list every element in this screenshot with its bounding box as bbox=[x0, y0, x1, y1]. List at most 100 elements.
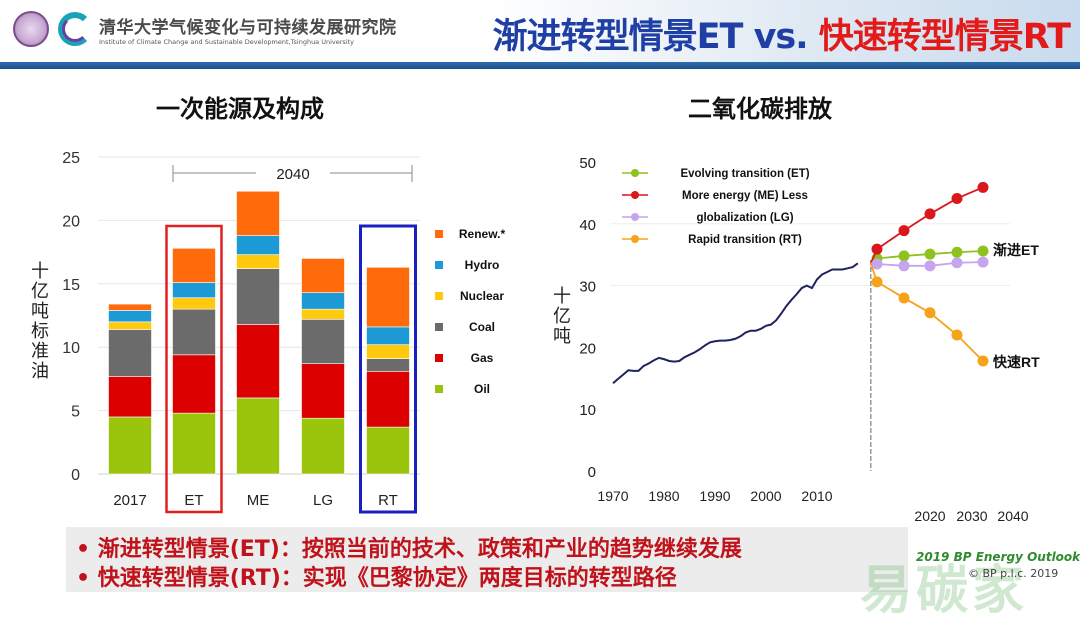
title-rt: 快速转型情景RT bbox=[818, 17, 1071, 57]
y-label-char: 标 bbox=[31, 321, 49, 341]
point-rt-2030 bbox=[924, 307, 936, 319]
bar-segment-hydro-2017 bbox=[108, 310, 152, 323]
bar-segment-oil-ET bbox=[172, 412, 216, 475]
bar-segment-nuclear-ET bbox=[172, 297, 216, 310]
point-lg-2040 bbox=[977, 256, 989, 268]
point-rt-2020 bbox=[871, 276, 883, 288]
bar-segment-nuclear-ME bbox=[236, 254, 280, 269]
point-et-2030 bbox=[924, 248, 936, 260]
legend-marker-lg bbox=[631, 213, 639, 221]
point-me-2035 bbox=[951, 192, 963, 204]
header-divider bbox=[0, 62, 1080, 69]
x-tick-label: 2020 bbox=[914, 508, 945, 524]
point-me-2025 bbox=[898, 225, 910, 237]
legend-swatch-renew bbox=[435, 230, 443, 238]
point-et-2035 bbox=[951, 246, 963, 258]
bar-segment-gas-ME bbox=[236, 324, 280, 399]
y-tick-label: 5 bbox=[71, 404, 80, 421]
legend-swatch-coal bbox=[435, 323, 443, 331]
bar-segment-nuclear-RT bbox=[366, 344, 410, 359]
legend-label-me: More energy (ME) Less bbox=[682, 190, 808, 202]
bar-segment-hydro-RT bbox=[366, 326, 410, 345]
point-lg-2020 bbox=[871, 258, 883, 270]
x-tick-label: LG bbox=[313, 492, 333, 509]
legend-label-renew: Renew.* bbox=[459, 227, 506, 241]
point-et-2025 bbox=[898, 250, 910, 262]
point-rt-2040 bbox=[977, 355, 989, 367]
bar-segment-oil-ME bbox=[236, 397, 280, 475]
bar-segment-hydro-ME bbox=[236, 235, 280, 255]
point-lg-2035 bbox=[951, 257, 963, 269]
bar-segment-gas-RT bbox=[366, 370, 410, 428]
point-me-2030 bbox=[924, 208, 936, 220]
x-tick-label: 1980 bbox=[648, 488, 679, 504]
highlight-box-ET bbox=[165, 224, 223, 514]
x-tick-label: 2000 bbox=[750, 488, 781, 504]
bar-segment-gas-LG bbox=[301, 363, 345, 419]
legend-marker-me bbox=[631, 191, 639, 199]
y-tick-label: 20 bbox=[579, 340, 596, 357]
y-tick-label: 15 bbox=[62, 277, 80, 294]
institute-name-cn: 清华大学气候变化与可持续发展研究院 bbox=[99, 18, 397, 38]
institute-logo-inner-icon bbox=[62, 16, 88, 42]
y-label-char: 吨 bbox=[31, 301, 49, 321]
x-tick-label: RT bbox=[378, 492, 398, 509]
bullet-box bbox=[66, 527, 908, 592]
legend-swatch-nuclear bbox=[435, 292, 443, 300]
legend-marker-et bbox=[631, 169, 639, 177]
bar-segment-hydro-ET bbox=[172, 282, 216, 299]
bullet-rt: • 快速转型情景(RT)：实现《巴黎协定》两度目标的转型路径 bbox=[76, 566, 677, 591]
y-tick-label: 30 bbox=[579, 279, 596, 296]
y-tick-label: 50 bbox=[579, 155, 596, 172]
y-label-char: 十 bbox=[553, 286, 571, 306]
institute-name-en: Institute of Climate Change and Sustaina… bbox=[99, 38, 355, 46]
legend-label-et: Evolving transition (ET) bbox=[680, 168, 809, 180]
legend-label-coal: Coal bbox=[469, 320, 495, 334]
bar-segment-coal-RT bbox=[366, 358, 410, 372]
y-label-char: 十 bbox=[31, 261, 49, 281]
x-tick-label: 1970 bbox=[597, 488, 628, 504]
legend-label-oil: Oil bbox=[474, 382, 490, 396]
bar-segment-coal-ME bbox=[236, 268, 280, 325]
bullet-et: • 渐进转型情景(ET)：按照当前的技术、政策和产业的趋势继续发展 bbox=[76, 537, 742, 562]
x-tick-label: 1990 bbox=[699, 488, 730, 504]
bar-segment-renew-LG bbox=[301, 258, 345, 293]
y-tick-label: 0 bbox=[588, 464, 596, 481]
slide-title: 渐进转型情景ET vs. 快速转型情景RT bbox=[493, 8, 1071, 59]
bar-segment-coal-ET bbox=[172, 308, 216, 356]
end-label-rt: 快速RT bbox=[993, 354, 1040, 370]
source-line-1: 2019 BP Energy Outlook bbox=[916, 550, 1080, 564]
point-et-2040 bbox=[977, 245, 989, 257]
bar-segment-coal-LG bbox=[301, 319, 345, 364]
group-annotation: 2040 bbox=[276, 166, 309, 183]
point-rt-2025 bbox=[898, 292, 910, 304]
y-tick-label: 10 bbox=[579, 402, 596, 419]
x-tick-label: 2040 bbox=[997, 508, 1028, 524]
point-rt-2035 bbox=[951, 329, 963, 341]
header bbox=[0, 0, 1080, 62]
point-lg-2025 bbox=[898, 260, 910, 272]
source-line-2: © BP p.l.c. 2019 bbox=[968, 567, 1059, 580]
highlight-box-RT bbox=[359, 224, 417, 514]
point-me-2040 bbox=[977, 181, 989, 193]
y-label-char: 亿 bbox=[553, 306, 571, 326]
bar-segment-oil-2017 bbox=[108, 416, 152, 475]
y-label-char: 亿 bbox=[31, 281, 49, 301]
x-tick-label: 2030 bbox=[956, 508, 987, 524]
legend-label-nuclear: Nuclear bbox=[460, 289, 504, 303]
point-lg-2030 bbox=[924, 260, 936, 272]
bar-segment-renew-ME bbox=[236, 190, 280, 236]
bar-segment-renew-RT bbox=[366, 267, 410, 328]
legend-label-gas: Gas bbox=[471, 351, 494, 365]
y-label-char: 油 bbox=[31, 361, 49, 381]
legend-label-hydro: Hydro bbox=[465, 258, 500, 272]
energy-chart-title: 一次能源及构成 bbox=[156, 95, 324, 123]
x-tick-label: ME bbox=[247, 492, 270, 509]
legend-label-rt: Rapid transition (RT) bbox=[688, 234, 802, 246]
history-line bbox=[612, 262, 859, 385]
co2-chart-title: 二氧化碳排放 bbox=[688, 95, 832, 123]
bar-segment-oil-LG bbox=[301, 417, 345, 475]
legend-swatch-oil bbox=[435, 385, 443, 393]
